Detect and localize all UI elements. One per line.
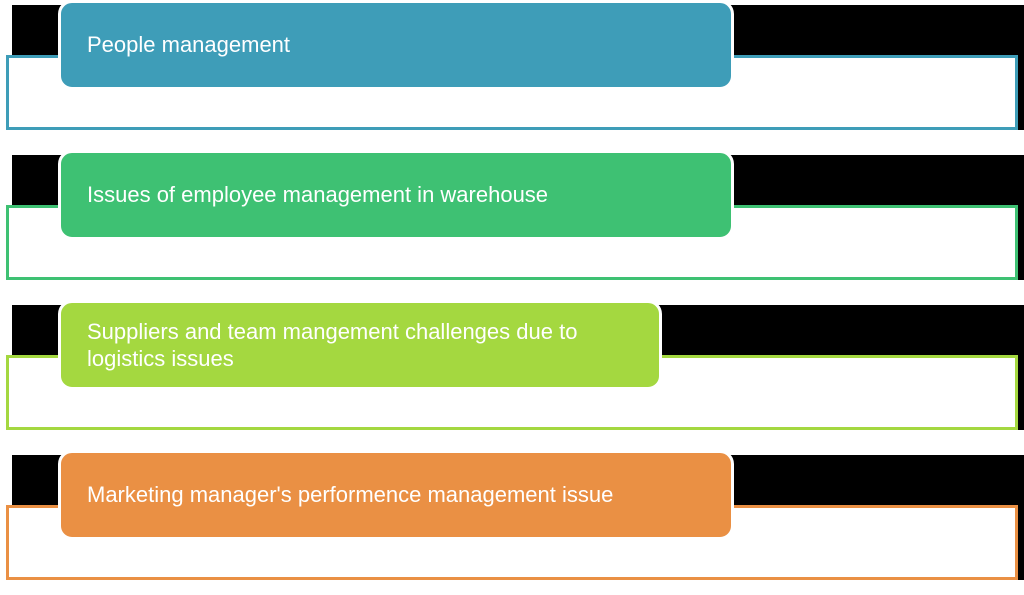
row-label: Issues of employee management in warehou… <box>87 181 548 209</box>
row-pill: Issues of employee management in warehou… <box>58 150 734 240</box>
diagram-row-2: Suppliers and team mangement challenges … <box>0 300 1024 430</box>
diagram-stage: People management Issues of employee man… <box>0 0 1024 595</box>
diagram-row-0: People management <box>0 0 1024 130</box>
row-label: Suppliers and team mangement challenges … <box>87 318 633 373</box>
row-pill: People management <box>58 0 734 90</box>
row-pill: Suppliers and team mangement challenges … <box>58 300 662 390</box>
row-pill: Marketing manager's performence manageme… <box>58 450 734 540</box>
row-label: Marketing manager's performence manageme… <box>87 481 613 509</box>
row-label: People management <box>87 31 290 59</box>
diagram-row-3: Marketing manager's performence manageme… <box>0 450 1024 580</box>
diagram-row-1: Issues of employee management in warehou… <box>0 150 1024 280</box>
